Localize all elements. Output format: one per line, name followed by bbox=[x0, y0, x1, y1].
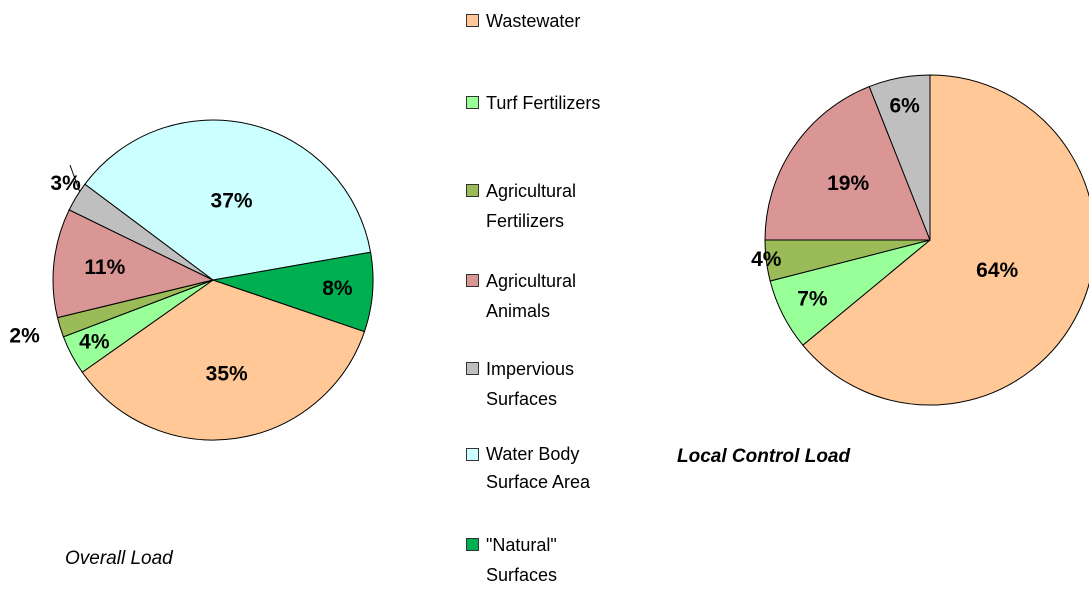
legend-item: Water Body Surface Area bbox=[466, 440, 616, 496]
legend-item: Impervious Surfaces bbox=[466, 354, 616, 414]
pie-slice bbox=[764, 85, 931, 241]
legend-item: Agricultural Animals bbox=[466, 266, 616, 326]
legend-label: Turf Fertilizers bbox=[486, 93, 601, 113]
legend-swatch bbox=[466, 14, 479, 27]
data-label: 4% bbox=[79, 331, 110, 354]
chart-title: Local Control Load bbox=[677, 446, 851, 467]
data-label: 3% bbox=[50, 172, 81, 195]
data-label: 35% bbox=[206, 363, 248, 386]
chart-title: Overall Load bbox=[65, 548, 174, 569]
data-label: 37% bbox=[211, 190, 253, 213]
legend-item: Wastewater bbox=[466, 6, 616, 36]
legend-swatch bbox=[466, 448, 479, 461]
data-label: 19% bbox=[827, 172, 869, 195]
legend-swatch bbox=[466, 538, 479, 551]
legend-swatch bbox=[466, 96, 479, 109]
pie-slice bbox=[84, 119, 372, 281]
legend-label: Wastewater bbox=[486, 11, 581, 31]
data-label: 6% bbox=[889, 95, 920, 118]
data-label: 64% bbox=[976, 259, 1018, 282]
pie-slice bbox=[868, 74, 931, 241]
legend-item: "Natural" Surfaces bbox=[466, 530, 616, 590]
data-label: 7% bbox=[797, 287, 828, 310]
pie-slice bbox=[802, 74, 1089, 406]
pie-slice bbox=[81, 279, 366, 441]
pie-slice bbox=[212, 251, 374, 333]
pie-slice bbox=[52, 209, 215, 319]
legend-swatch bbox=[466, 184, 479, 197]
legend-label: Water Body Surface Area bbox=[486, 444, 591, 492]
legend-label: Agricultural Animals bbox=[486, 271, 577, 321]
data-label: 11% bbox=[84, 256, 125, 279]
legend-label: "Natural" Surfaces bbox=[486, 535, 558, 585]
legend-item: Turf Fertilizers bbox=[466, 88, 616, 118]
legend-swatch bbox=[466, 274, 479, 287]
legend-label: Impervious Surfaces bbox=[486, 359, 575, 409]
legend-swatch bbox=[466, 362, 479, 375]
data-label: 2% bbox=[9, 324, 40, 347]
data-label: 8% bbox=[322, 277, 353, 300]
legend-item: Agricultural Fertilizers bbox=[466, 176, 616, 236]
data-label: 4% bbox=[751, 248, 782, 271]
legend-label: Agricultural Fertilizers bbox=[486, 181, 577, 231]
